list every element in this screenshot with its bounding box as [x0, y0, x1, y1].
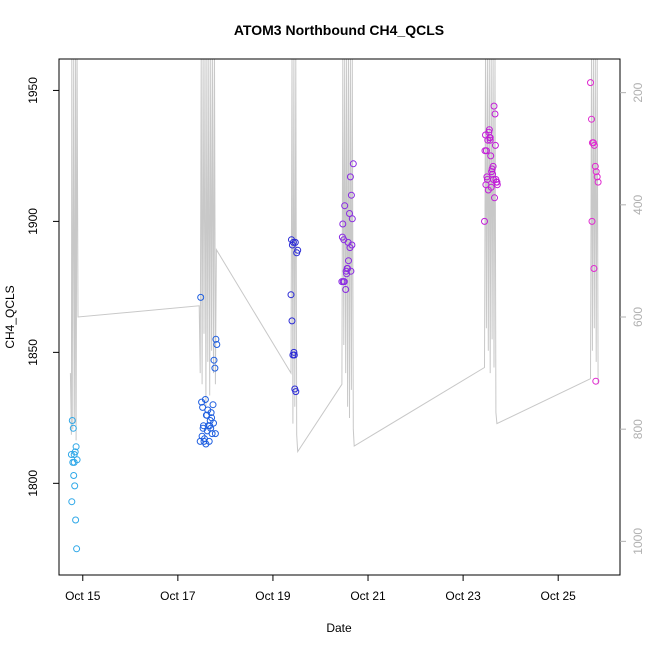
- data-point: [212, 335, 220, 343]
- data-point: [345, 257, 352, 265]
- data-point: [339, 278, 347, 286]
- data-point: [213, 341, 221, 348]
- data-point: [209, 401, 217, 409]
- data-point: [347, 267, 355, 275]
- x-axis: Oct 15 Oct 17 Oct 19 Oct 21 Oct 23 Oct 25: [65, 575, 576, 603]
- data-point: [588, 115, 595, 123]
- data-point: [211, 364, 219, 372]
- data-point: [207, 424, 215, 432]
- chart-title: ATOM3 Northbound CH4_QCLS: [234, 22, 444, 38]
- data-point: [197, 293, 205, 301]
- data-point: [346, 173, 354, 181]
- data-point: [70, 451, 78, 458]
- data-point: [483, 173, 491, 181]
- data-point: [67, 451, 75, 458]
- right-y-tick-label: 800: [631, 419, 645, 439]
- y-axis: 1800 1850 1900 1950: [26, 77, 59, 497]
- data-point: [342, 286, 350, 293]
- data-point: [69, 458, 77, 466]
- data-point: [338, 233, 346, 241]
- data-point: [593, 173, 601, 181]
- y-axis-label: CH4_QCLS: [3, 285, 17, 348]
- data-point: [481, 147, 489, 155]
- data-point: [347, 191, 355, 199]
- data-point: [341, 202, 349, 210]
- points-layer: [67, 79, 602, 553]
- right-y-tick-label: 600: [631, 307, 645, 327]
- data-point: [482, 181, 490, 189]
- right-y-tick-label: 400: [631, 194, 645, 214]
- x-axis-label: Date: [326, 621, 352, 635]
- data-point: [491, 110, 499, 118]
- data-point: [290, 351, 298, 359]
- data-point: [68, 498, 76, 506]
- data-point: [481, 217, 488, 225]
- data-point: [199, 424, 207, 432]
- data-point: [588, 217, 596, 225]
- data-point: [348, 215, 356, 223]
- y-tick-label: 1900: [26, 208, 40, 235]
- x-tick-label: Oct 17: [160, 589, 196, 603]
- data-point: [70, 472, 78, 479]
- data-point: [592, 377, 600, 385]
- data-point: [486, 134, 494, 142]
- data-point: [592, 168, 600, 176]
- data-point: [294, 246, 302, 254]
- data-point: [72, 443, 80, 451]
- data-point: [491, 141, 499, 149]
- data-point: [587, 79, 594, 87]
- y-axis-right: 200 400 600 800 1000: [620, 82, 645, 555]
- data-point: [210, 356, 218, 364]
- data-point: [292, 388, 300, 396]
- data-point: [210, 419, 217, 427]
- data-point: [69, 424, 77, 432]
- data-point: [490, 102, 498, 110]
- data-point: [289, 238, 297, 246]
- data-point: [68, 417, 76, 424]
- x-tick-label: Oct 21: [350, 589, 386, 603]
- profile-line-layer: [69, 58, 599, 454]
- y-tick-label: 1850: [26, 339, 40, 366]
- data-point: [491, 194, 498, 202]
- data-point: [287, 291, 295, 299]
- data-point: [203, 411, 211, 419]
- data-point: [291, 238, 299, 246]
- data-point: [485, 128, 493, 136]
- data-point: [594, 178, 602, 186]
- y-tick-label: 1800: [26, 470, 40, 497]
- data-point: [349, 160, 357, 168]
- right-y-tick-label: 200: [631, 82, 645, 102]
- data-point: [71, 482, 79, 490]
- data-point: [485, 126, 493, 134]
- x-tick-label: Oct 19: [255, 589, 291, 603]
- x-tick-label: Oct 15: [65, 589, 101, 603]
- data-point: [290, 348, 298, 356]
- data-point: [201, 396, 209, 403]
- data-point: [348, 241, 356, 249]
- data-point: [346, 210, 353, 217]
- x-tick-label: Oct 23: [445, 589, 481, 603]
- data-point: [486, 136, 494, 144]
- y-tick-label: 1950: [26, 77, 40, 104]
- data-point: [489, 170, 497, 178]
- data-point: [72, 516, 80, 524]
- data-point: [493, 181, 501, 189]
- data-point: [288, 317, 296, 325]
- data-point: [204, 406, 212, 414]
- data-point: [211, 430, 219, 438]
- x-tick-label: Oct 25: [541, 589, 577, 603]
- data-point: [339, 220, 347, 228]
- data-point: [591, 162, 599, 170]
- data-point: [73, 545, 81, 553]
- right-y-tick-label: 1000: [631, 528, 645, 555]
- data-point: [487, 152, 495, 160]
- data-point: [590, 265, 598, 272]
- profile-line: [69, 58, 599, 454]
- data-point: [590, 141, 598, 149]
- data-point: [202, 440, 210, 448]
